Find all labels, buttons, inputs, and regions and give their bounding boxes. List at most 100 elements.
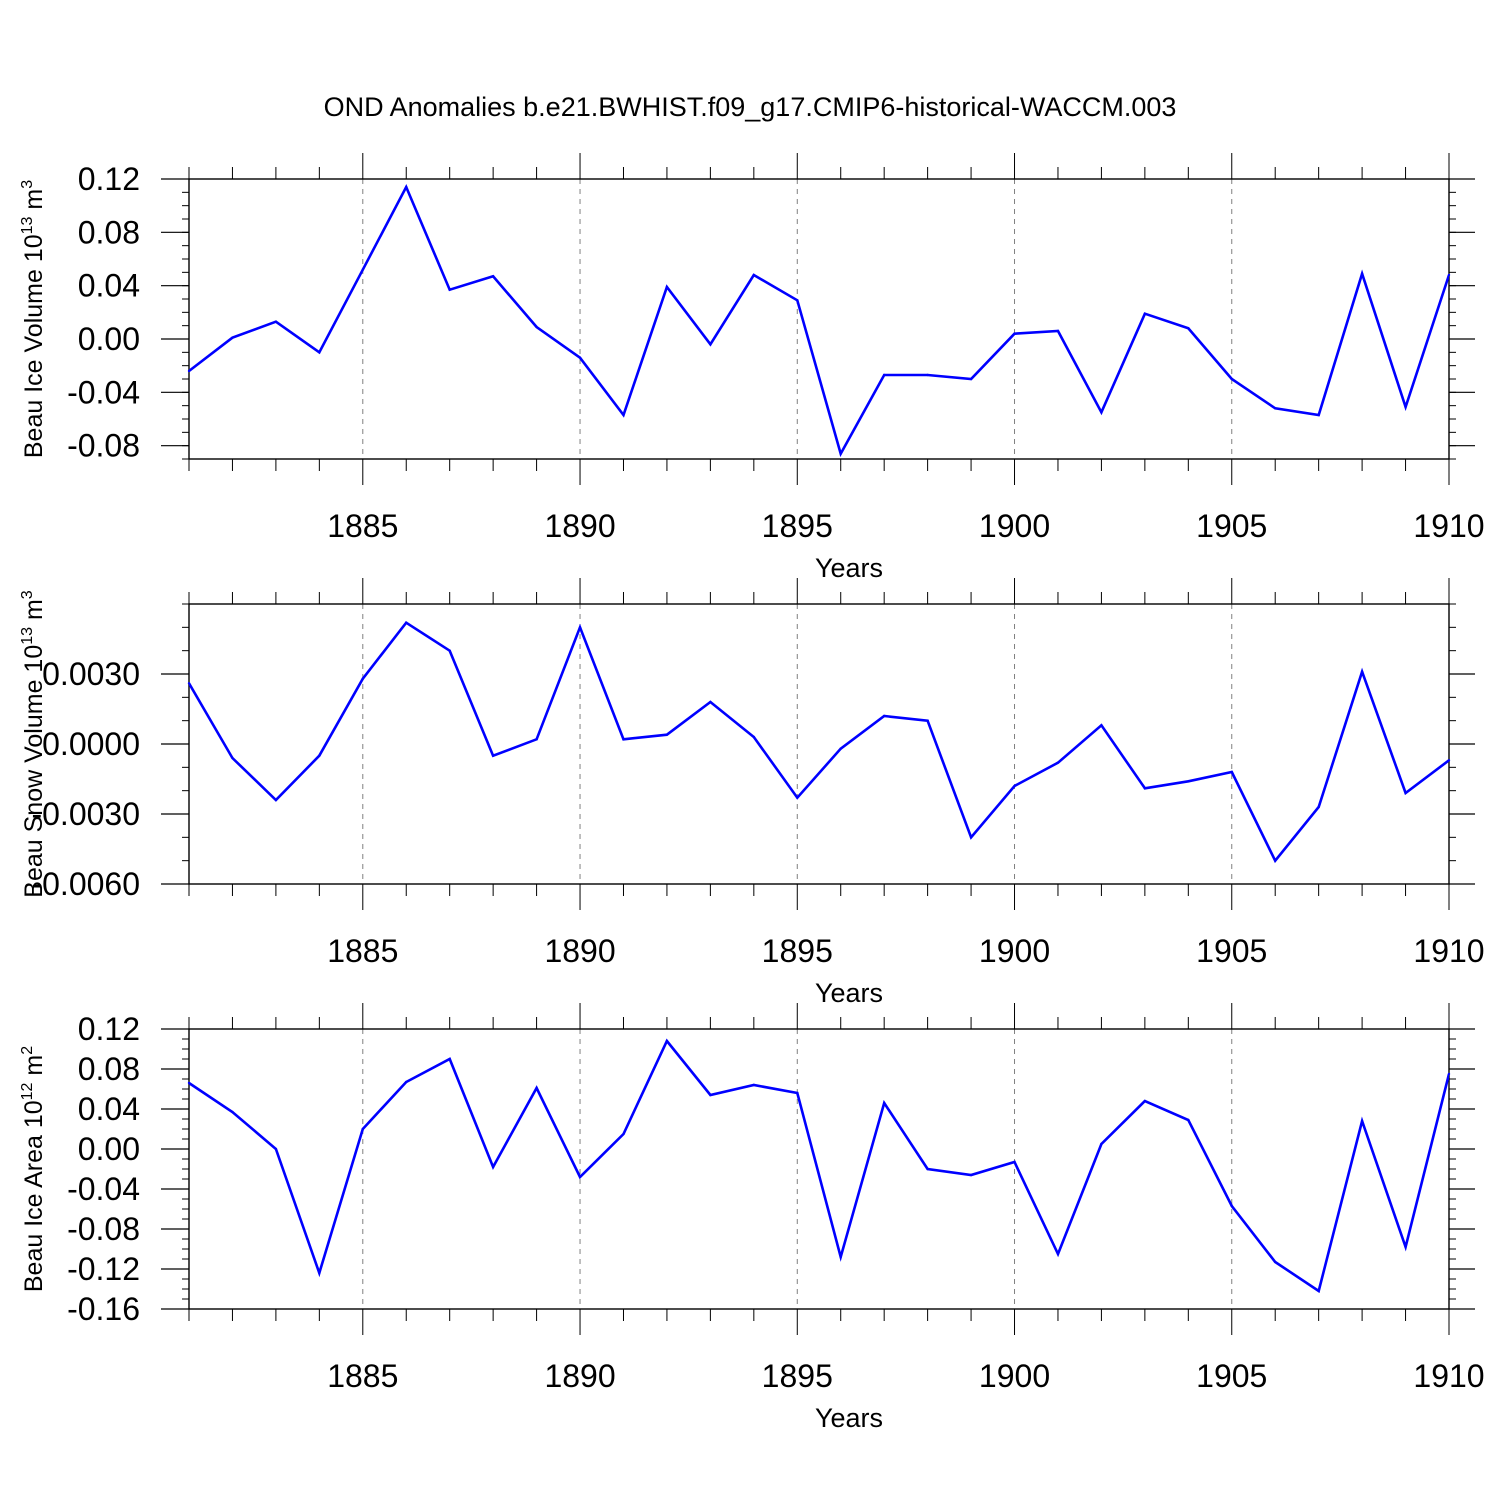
data-point-ice-volume-1894 — [752, 273, 756, 277]
y-axis-label-exponent: 13 — [19, 216, 36, 234]
plot-frame — [188, 1028, 1450, 1310]
x-tick-label-1885: 1885 — [327, 508, 398, 544]
x-tick-label-1905: 1905 — [1196, 1358, 1267, 1394]
data-point-snow-volume-1891 — [622, 738, 625, 741]
data-point-ice-area-1909 — [1404, 1245, 1407, 1249]
data-point-ice-area-1885 — [361, 1127, 364, 1131]
series-line-ice-volume — [189, 183, 1449, 458]
data-point-ice-area-1902 — [1100, 1142, 1103, 1146]
data-point-ice-area-1896 — [839, 1255, 842, 1259]
figure-title: OND Anomalies b.e21.BWHIST.f09_g17.CMIP6… — [324, 92, 1177, 122]
data-point-ice-volume-1891 — [622, 413, 625, 417]
data-point-snow-volume-1887 — [448, 649, 451, 652]
x-tick-label-1900: 1900 — [979, 508, 1050, 544]
x-tick-label-1905: 1905 — [1196, 933, 1267, 969]
data-point-snow-volume-1905 — [1230, 770, 1233, 774]
data-point-snow-volume-1907 — [1317, 805, 1320, 809]
data-point-ice-area-1897 — [882, 1101, 886, 1105]
data-point-ice-volume-1895 — [796, 299, 799, 302]
y-axis-label-text: Beau Ice Area 10 — [20, 1100, 48, 1292]
data-point-snow-volume-1904 — [1187, 780, 1190, 783]
y-axis-label-text: Beau Snow Volume 10 — [20, 645, 48, 898]
series-line-ice-area — [189, 1038, 1449, 1294]
data-point-ice-area-1904 — [1187, 1118, 1190, 1122]
x-axis-label: Years — [815, 978, 883, 1008]
data-point-ice-area-1910 — [1447, 1072, 1451, 1076]
x-tick-label-1885: 1885 — [327, 1358, 398, 1394]
data-point-snow-volume-1890 — [578, 626, 582, 629]
y-tick-label-0.00: 0.00 — [78, 321, 140, 357]
data-point-snow-volume-1901 — [1056, 761, 1060, 764]
y-axis-label-unit: m — [20, 599, 48, 627]
data-point-snow-volume-1909 — [1404, 791, 1407, 795]
panel-ice-volume: 1885 1890 1895 1900 1905 1910 Years 0.12 0.08 0.0… — [19, 153, 1485, 583]
data-point-ice-area-1898 — [926, 1167, 929, 1171]
data-point-ice-volume-1892 — [665, 285, 669, 289]
plot-frame — [188, 178, 1450, 460]
data-point-ice-area-1886 — [405, 1080, 408, 1084]
y-tick-label--0.0060: -0.0060 — [31, 866, 140, 902]
data-point-ice-volume-1896 — [839, 452, 842, 455]
data-point-ice-volume-1893 — [709, 343, 712, 346]
y-tick-label-0.12: 0.12 — [78, 1011, 140, 1047]
data-point-ice-volume-1906 — [1274, 407, 1277, 410]
y-tick-label--0.04: -0.04 — [67, 374, 140, 410]
data-point-ice-volume-1899 — [969, 377, 973, 381]
x-tick-label-1885: 1885 — [327, 933, 398, 969]
data-point-ice-volume-1885 — [361, 268, 364, 271]
data-point-ice-volume-1909 — [1404, 405, 1407, 409]
data-point-ice-volume-1904 — [1187, 327, 1190, 330]
data-point-snow-volume-1882 — [231, 756, 234, 760]
panel-snow-volume: 1885 1890 1895 1900 1905 1910 Years 0.0030 0.000… — [19, 578, 1485, 1008]
y-tick-label--0.08: -0.08 — [67, 428, 140, 464]
y-axis-label-exponent: 12 — [19, 1082, 36, 1100]
data-point-snow-volume-1881 — [187, 682, 191, 685]
data-point-ice-area-1891 — [622, 1132, 625, 1136]
data-point-ice-volume-1887 — [448, 288, 451, 291]
y-axis-label: Beau Snow Volume 1013 m3 — [19, 590, 48, 898]
panel-ice-area: 1885 1890 1895 1900 1905 1910 Years 0.12 0.08 0.0… — [19, 1003, 1485, 1433]
data-point-ice-area-1908 — [1360, 1119, 1364, 1123]
x-tick-label-1895: 1895 — [762, 1358, 833, 1394]
y-axis-label-unit-exponent: 3 — [19, 590, 36, 599]
data-point-snow-volume-1889 — [535, 738, 538, 741]
x-tick-label-1910: 1910 — [1413, 1358, 1484, 1394]
data-point-ice-area-1903 — [1143, 1099, 1147, 1103]
data-point-snow-volume-1900 — [1013, 784, 1016, 788]
data-point-ice-volume-1910 — [1447, 273, 1451, 277]
y-axis-label-unit-exponent: 2 — [19, 1046, 36, 1055]
data-point-ice-area-1883 — [274, 1147, 278, 1151]
data-point-snow-volume-1906 — [1274, 859, 1277, 862]
data-point-snow-volume-1885 — [361, 677, 364, 680]
data-point-snow-volume-1908 — [1360, 670, 1364, 673]
data-point-snow-volume-1903 — [1143, 787, 1147, 790]
data-point-ice-area-1900 — [1013, 1160, 1016, 1164]
data-point-ice-area-1890 — [578, 1175, 582, 1179]
y-tick-label-0.08: 0.08 — [78, 1051, 140, 1087]
y-axis-label-unit: m — [20, 189, 48, 217]
data-point-ice-volume-1881 — [187, 369, 191, 373]
data-point-ice-area-1895 — [796, 1091, 799, 1095]
y-tick-label--0.08: -0.08 — [67, 1211, 140, 1247]
data-point-snow-volume-1888 — [491, 754, 495, 757]
x-tick-label-1905: 1905 — [1196, 508, 1267, 544]
data-point-ice-area-1905 — [1230, 1204, 1233, 1208]
y-tick-label-0.0000: 0.0000 — [42, 726, 140, 762]
y-axis-label-text: Beau Ice Volume 10 — [20, 234, 48, 458]
data-point-ice-volume-1889 — [535, 325, 538, 329]
data-point-snow-volume-1894 — [752, 735, 756, 739]
x-tick-label-1890: 1890 — [544, 508, 615, 544]
data-point-ice-volume-1902 — [1100, 411, 1103, 414]
data-point-ice-volume-1886 — [405, 185, 408, 189]
data-point-snow-volume-1898 — [926, 719, 929, 722]
data-point-ice-volume-1900 — [1013, 332, 1016, 335]
series-line-snow-volume — [189, 620, 1449, 864]
y-tick-label-0.04: 0.04 — [78, 268, 140, 304]
y-tick-label--0.0030: -0.0030 — [31, 796, 140, 832]
data-point-ice-volume-1884 — [318, 351, 321, 354]
data-point-ice-area-1893 — [709, 1093, 712, 1097]
data-point-snow-volume-1897 — [882, 714, 886, 718]
y-tick-label-0.04: 0.04 — [78, 1091, 140, 1127]
data-point-snow-volume-1886 — [405, 621, 408, 624]
